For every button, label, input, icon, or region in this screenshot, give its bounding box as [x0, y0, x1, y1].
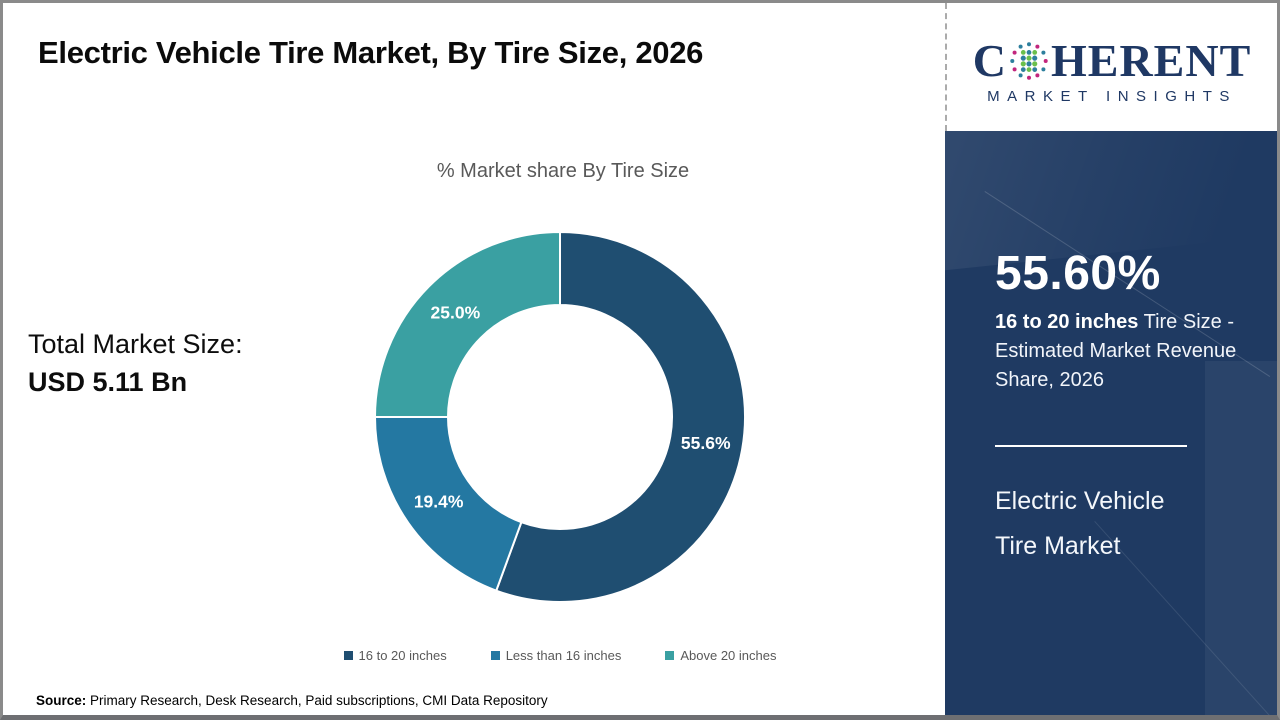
logo-subtitle: MARKET INSIGHTS — [987, 87, 1237, 105]
donut-chart-container: 55.6% 19.4% 25.0% — [370, 227, 750, 607]
donut-slice — [373, 230, 561, 418]
legend-label: Above 20 inches — [680, 648, 777, 663]
chart-legend: 16 to 20 inches Less than 16 inches Abov… — [100, 648, 1020, 663]
right-column: C HERENT — [945, 3, 1277, 715]
legend-label: 16 to 20 inches — [358, 648, 447, 663]
company-logo: C HERENT — [945, 3, 1277, 131]
globe-dots-icon — [1010, 41, 1048, 80]
source-text: Primary Research, Desk Research, Paid su… — [86, 693, 548, 708]
legend-marker-icon — [490, 651, 500, 660]
logo-letters-rest: HERENT — [1050, 34, 1252, 86]
total-market-size-value: USD 5.11 Bn — [28, 367, 188, 397]
legend-label: Less than 16 inches — [505, 648, 622, 663]
legend-marker-icon — [343, 651, 353, 660]
total-market-size-label: Total Market Size: — [28, 329, 243, 359]
highlight-stat-rest: Tire Size - Estimated Market Revenue Sha… — [995, 311, 1237, 391]
source-label: Source: — [36, 693, 87, 708]
slice-data-label: 55.6% — [681, 433, 731, 453]
logo-wordmark: C HERENT — [972, 34, 1252, 86]
slice-data-label: 19.4% — [414, 492, 464, 512]
sidebar-panel: 55.60% 16 to 20 inches Tire Size - Estim… — [945, 131, 1277, 715]
legend-item: Above 20 inches — [665, 648, 776, 663]
legend-item: 16 to 20 inches — [343, 648, 447, 663]
donut-slice — [494, 230, 746, 603]
report-name: Electric Vehicle Tire Market — [995, 479, 1249, 569]
sidebar-divider — [995, 445, 1187, 447]
source-line: Source: Primary Research, Desk Research,… — [36, 693, 548, 708]
legend-item: Less than 16 inches — [490, 648, 622, 663]
report-name-line1: Electric Vehicle — [995, 487, 1165, 515]
legend-marker-icon — [665, 651, 675, 660]
donut-chart: 55.6% 19.4% 25.0% — [373, 230, 746, 603]
highlight-stat-value: 55.60% — [995, 247, 1161, 300]
highlight-stat-description: 16 to 20 inches Tire Size - Estimated Ma… — [995, 308, 1237, 395]
total-market-size-block: Total Market Size: USD 5.11 Bn — [28, 325, 243, 401]
sidebar-map-decoration — [1205, 361, 1277, 715]
slice-data-label: 25.0% — [431, 302, 481, 322]
page-title: Electric Vehicle Tire Market, By Tire Si… — [38, 35, 704, 70]
report-name-line2: Tire Market — [995, 532, 1121, 560]
logo-letter-c: C — [972, 34, 1007, 86]
chart-title: % Market share By Tire Size — [436, 160, 690, 182]
highlight-stat-segment: 16 to 20 inches — [995, 311, 1139, 333]
